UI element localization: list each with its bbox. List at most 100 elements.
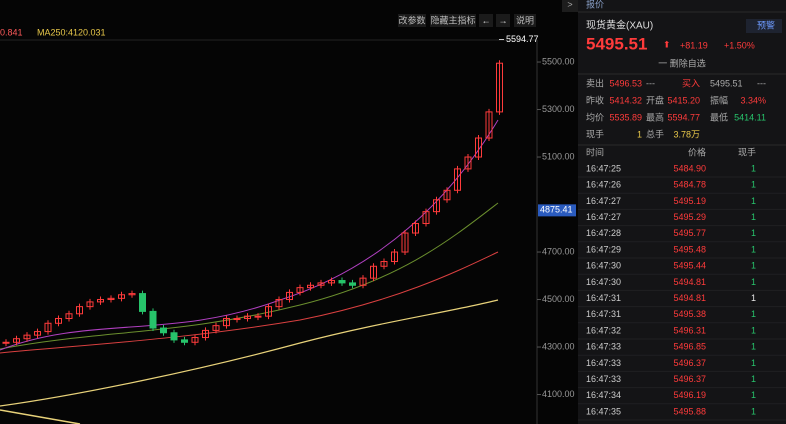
tick-qty: 1 (751, 244, 756, 254)
y-tick-label: 5300.00 (542, 104, 575, 114)
candle (2, 341, 10, 344)
stat-value: 5414.32 (609, 95, 642, 105)
table-header: 现手 (738, 146, 756, 157)
change: +81.19 (680, 40, 708, 50)
candle (139, 293, 146, 312)
candle (338, 280, 346, 284)
tick-time: 16:47:33 (586, 342, 621, 352)
table-header: 价格 (688, 146, 706, 157)
candle (55, 318, 62, 324)
table-header: 时间 (586, 146, 604, 157)
candle (401, 232, 409, 253)
svg-text:>: > (567, 0, 572, 9)
toolbar-button[interactable]: 说明 (516, 14, 534, 25)
tick-price: 5495.44 (673, 261, 706, 271)
last-price-box (538, 204, 576, 217)
candle (181, 339, 188, 343)
toolbar-button[interactable]: 隐藏主指标 (430, 14, 475, 25)
tick-price: 5496.31 (673, 325, 706, 335)
y-tick-label: 4100.00 (542, 389, 575, 399)
tick-time: 16:47:35 (586, 406, 621, 416)
tick-qty: 1 (751, 406, 756, 416)
toolbar-button[interactable]: 改参数 (398, 14, 425, 25)
tick-time: 16:47:26 (586, 180, 621, 190)
tick-qty: 1 (751, 325, 756, 335)
stat-label: --- (646, 78, 655, 88)
candle (76, 306, 83, 315)
remove-button[interactable]: 一 删除自选 (658, 57, 706, 68)
stat-label: 昨收 (586, 94, 604, 105)
candle (118, 294, 125, 299)
candle (296, 287, 304, 293)
candle (233, 318, 241, 321)
tick-qty: 1 (751, 390, 756, 400)
btn[interactable] (398, 14, 426, 27)
stat-value: 3.34% (740, 95, 766, 105)
y-tick-label: 5500.00 (542, 56, 575, 66)
candle (128, 293, 136, 296)
btn[interactable] (514, 14, 536, 27)
candle (86, 301, 94, 308)
candle (496, 62, 503, 113)
alert-button[interactable]: 预警 (757, 19, 775, 30)
tick-price: 5496.85 (673, 342, 706, 352)
candle (464, 156, 472, 170)
stat-value: 1 (637, 129, 642, 139)
tick-time: 16:47:29 (586, 244, 621, 254)
stat-value: --- (757, 78, 766, 88)
candle (34, 331, 41, 336)
tick-time: 16:47:33 (586, 374, 621, 384)
tick-time: 16:47:30 (586, 261, 621, 271)
candle (317, 282, 325, 286)
stat-label: 最高 (646, 111, 664, 122)
tick-qty: 1 (751, 180, 756, 190)
stat-label: 现手 (586, 128, 604, 139)
stat-value: 5415.20 (667, 95, 700, 105)
instrument-name: 现货黄金(XAU) (586, 19, 653, 32)
candle (149, 310, 157, 329)
tick-price: 5494.81 (673, 277, 706, 287)
candle (223, 318, 230, 327)
tab[interactable]: 报价 (586, 0, 604, 9)
alert-button[interactable] (746, 19, 782, 33)
tick-time: 16:47:28 (586, 228, 621, 238)
candle (212, 325, 220, 331)
y-tick-label: 4300.00 (542, 341, 575, 351)
tick-qty: 1 (751, 423, 756, 424)
tick-time: 16:47:32 (586, 325, 621, 335)
arrow-right[interactable] (496, 14, 510, 27)
candle (454, 168, 461, 191)
btn[interactable] (430, 14, 476, 27)
tick-price: 5496.37 (673, 374, 706, 384)
svg-text:←: ← (482, 15, 491, 25)
tick-qty: 1 (751, 196, 756, 206)
candle (412, 223, 419, 234)
tick-price: 5495.19 (673, 196, 706, 206)
stat-label: 最低 (710, 111, 728, 122)
candle (191, 337, 199, 343)
change-pct: +1.50% (724, 40, 755, 50)
tick-time: 16:47:31 (586, 309, 621, 319)
ma (0, 251, 499, 354)
tick-qty: 1 (751, 212, 756, 222)
tick-time: 16:47:34 (586, 390, 621, 400)
stat-value: 5594.77 (667, 112, 700, 122)
ma (0, 202, 499, 350)
candle (307, 284, 314, 289)
tick-qty: 1 (751, 277, 756, 287)
tick-qty: 1 (751, 261, 756, 271)
candle (380, 261, 388, 267)
stat-value: 5414.11 (734, 112, 766, 122)
tick-price: 5495.29 (673, 212, 706, 222)
candle (433, 199, 440, 213)
price: 5495.51 (586, 34, 647, 53)
y-tick-label: 4500.00 (542, 294, 575, 304)
tick-price: 5495.88 (673, 423, 706, 424)
candle (391, 251, 398, 263)
candle (107, 297, 115, 301)
tick-time: 16:47:27 (586, 196, 621, 206)
tick-price: 5495.48 (673, 244, 706, 254)
arrow-left[interactable] (479, 14, 493, 27)
candle (97, 299, 104, 303)
